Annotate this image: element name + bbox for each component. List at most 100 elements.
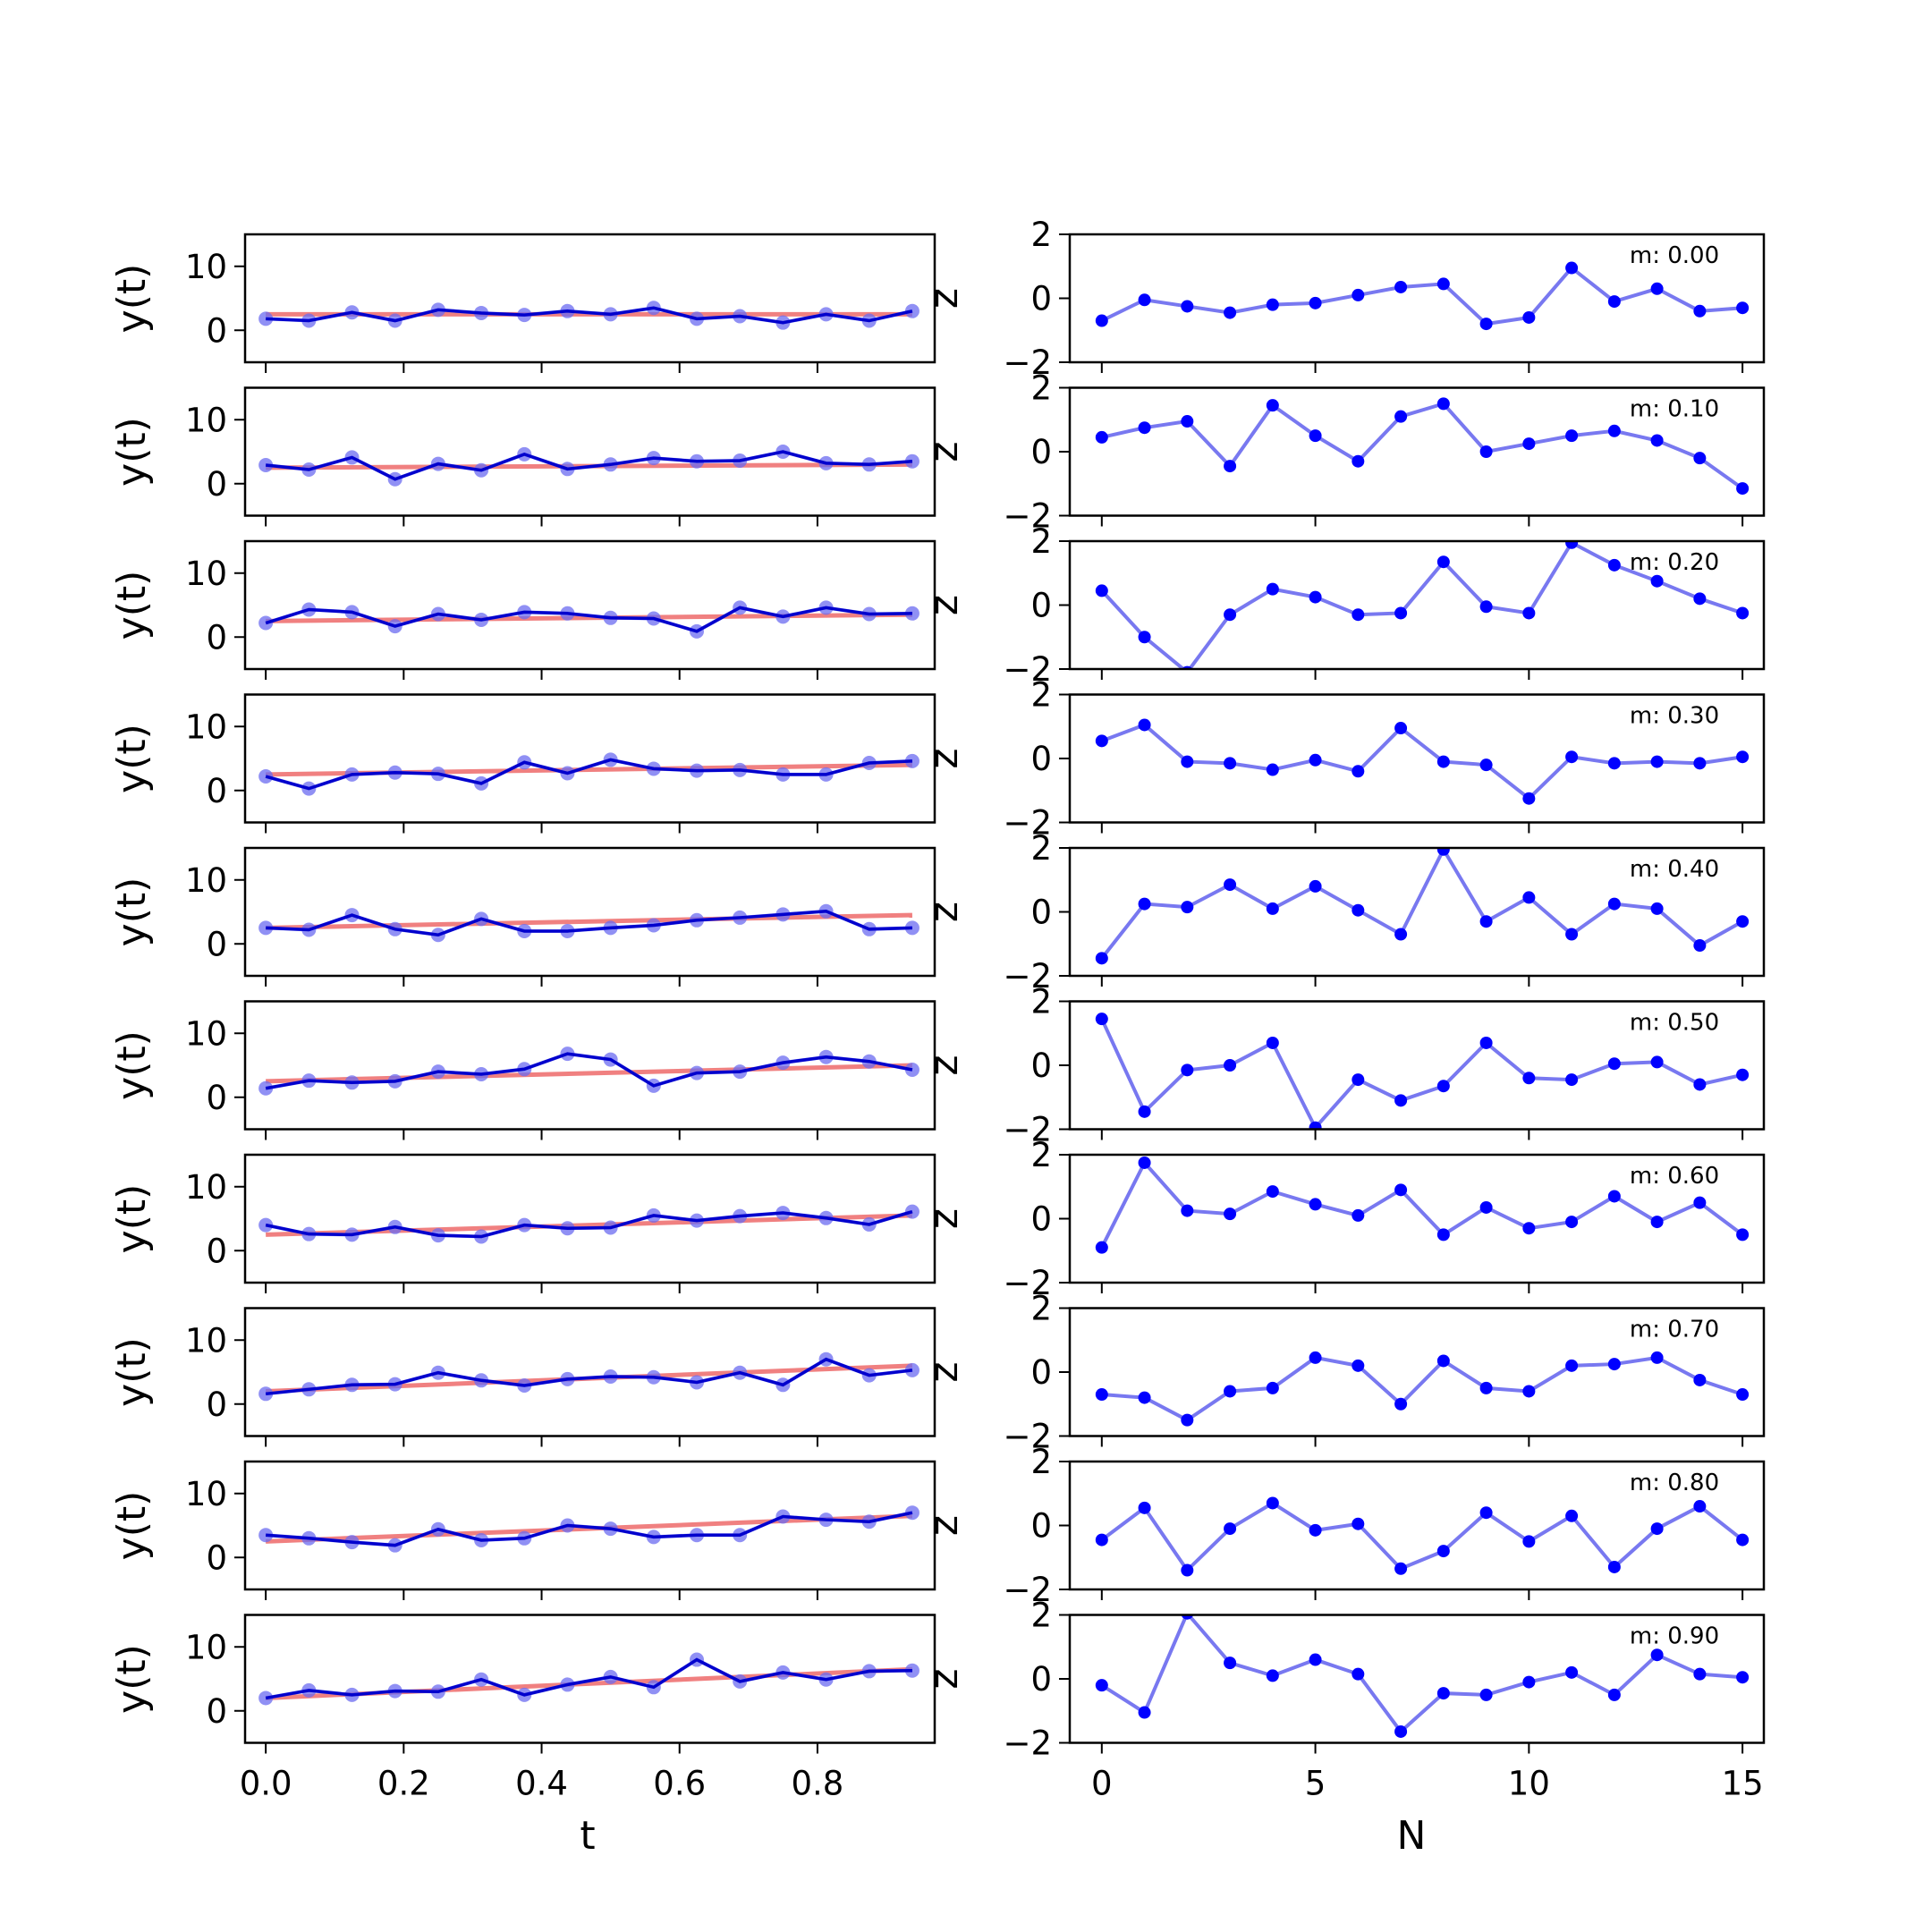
y-axis-label: y(t) xyxy=(109,417,155,487)
y-tick-label: 0 xyxy=(1030,1200,1052,1239)
y-tick-label: −2 xyxy=(1003,1724,1052,1763)
residual-point xyxy=(1693,304,1707,318)
residual-point xyxy=(1565,261,1579,275)
x-tick-label: 0.6 xyxy=(653,1765,706,1803)
residual-point xyxy=(1309,429,1322,443)
residual-point xyxy=(1224,878,1237,892)
y-tick-label: 0 xyxy=(1030,433,1052,471)
plot-area xyxy=(258,445,919,487)
residual-point xyxy=(1181,1063,1194,1077)
residual-point xyxy=(1309,1351,1322,1364)
y-tick-label: 0 xyxy=(1030,280,1052,318)
residual-point xyxy=(1394,280,1408,293)
residual-point xyxy=(1650,282,1664,295)
residual-point xyxy=(1352,454,1365,468)
axes-frame xyxy=(1068,1307,1766,1437)
y-tick-label: 10 xyxy=(185,1628,227,1666)
right-subplot: −2 0 2 z m: 0.30 xyxy=(921,676,1766,843)
residual-point xyxy=(1650,1055,1664,1069)
residual-point xyxy=(1650,1216,1664,1229)
residual-point xyxy=(1266,1381,1279,1394)
left-subplot: 0 10 y(t) xyxy=(109,539,936,680)
y-axis-label: z xyxy=(921,748,967,768)
y-axis-label: z xyxy=(921,1208,967,1229)
residual-point xyxy=(1352,1208,1365,1222)
residual-point xyxy=(1736,1228,1750,1241)
y-tick-label: 10 xyxy=(185,555,227,593)
residual-point xyxy=(1095,430,1108,444)
residual-point xyxy=(1095,1679,1108,1692)
m-value-label: m: 0.50 xyxy=(1630,1010,1719,1037)
residual-point xyxy=(1352,903,1365,917)
y-tick-label: 2 xyxy=(1030,522,1052,561)
residual-point xyxy=(1436,555,1450,569)
series-line xyxy=(266,306,913,325)
y-tick-label: 0 xyxy=(206,1385,227,1424)
residual-point xyxy=(1522,1222,1536,1235)
series-line xyxy=(266,1511,913,1547)
axes-frame xyxy=(243,1307,936,1437)
y-axis-label: y(t) xyxy=(109,264,155,334)
residual-point xyxy=(1266,399,1279,412)
residual-point xyxy=(1736,915,1750,928)
residual-point xyxy=(1736,1533,1750,1546)
right-subplot: −2 0 2 0 5 10 15 z m: 0.90 xyxy=(921,1597,1766,1803)
residual-point xyxy=(1522,1535,1536,1548)
residual-point xyxy=(1266,1036,1279,1049)
x-tick-label: 0 xyxy=(1091,1765,1113,1803)
residual-point xyxy=(1436,1354,1450,1368)
residual-point xyxy=(1095,1533,1108,1546)
y-tick-label: 2 xyxy=(1030,1443,1052,1481)
y-tick-label: 10 xyxy=(185,1321,227,1360)
y-tick-label: −2 xyxy=(1003,1111,1052,1149)
residual-point xyxy=(1266,1669,1279,1682)
residual-point xyxy=(1138,897,1151,911)
left-subplot: 0 10 y(t) xyxy=(109,846,936,987)
residual-point xyxy=(1095,1388,1108,1402)
plot-area xyxy=(258,752,919,796)
residual-point xyxy=(1522,437,1536,451)
plot-area xyxy=(1095,1351,1750,1427)
residual-point xyxy=(1607,1190,1621,1203)
residual-point xyxy=(1607,1560,1621,1573)
residual-point xyxy=(1394,1724,1408,1738)
series-line xyxy=(265,606,912,633)
right-subplot: −2 0 2 z m: 0.00 xyxy=(921,216,1766,382)
residual-point xyxy=(1736,1068,1750,1081)
y-tick-label: 2 xyxy=(1030,1136,1052,1174)
y-tick-label: 10 xyxy=(185,1475,227,1513)
residual-point xyxy=(1693,1196,1707,1209)
y-axis-label: y(t) xyxy=(109,1337,155,1407)
m-value-label: m: 0.20 xyxy=(1630,549,1719,576)
residual-point xyxy=(1522,310,1536,324)
residual-point xyxy=(1693,1500,1707,1513)
y-tick-label: 10 xyxy=(185,248,227,286)
residual-point xyxy=(1436,1687,1450,1700)
left-subplot: 0 10 y(t) xyxy=(109,1307,936,1447)
residual-point xyxy=(1479,758,1493,772)
axes-frame xyxy=(1068,1153,1766,1284)
plot-area xyxy=(1095,1496,1750,1577)
residual-point xyxy=(1693,452,1707,465)
residual-point xyxy=(1736,1388,1750,1402)
residual-point xyxy=(1138,1105,1151,1118)
residual-point xyxy=(1138,293,1151,307)
residual-line xyxy=(1100,1501,1744,1573)
residual-point xyxy=(1565,1359,1579,1372)
residual-point xyxy=(1479,915,1493,928)
residual-point xyxy=(1309,879,1322,893)
axes-frame xyxy=(1068,539,1766,671)
residual-point xyxy=(1266,298,1279,311)
residual-point xyxy=(1565,541,1579,549)
residual-point xyxy=(1650,434,1664,447)
axes-frame xyxy=(1068,233,1766,364)
y-axis-label: y(t) xyxy=(109,877,155,947)
plot-area xyxy=(1095,541,1750,669)
y-axis-label: y(t) xyxy=(109,1184,155,1254)
residual-point xyxy=(1607,1688,1621,1701)
y-tick-label: 10 xyxy=(185,1014,227,1053)
axes-frame xyxy=(243,693,936,824)
axes-frame xyxy=(1068,1614,1766,1744)
residual-point xyxy=(1224,608,1237,622)
residual-point xyxy=(1352,1359,1365,1372)
